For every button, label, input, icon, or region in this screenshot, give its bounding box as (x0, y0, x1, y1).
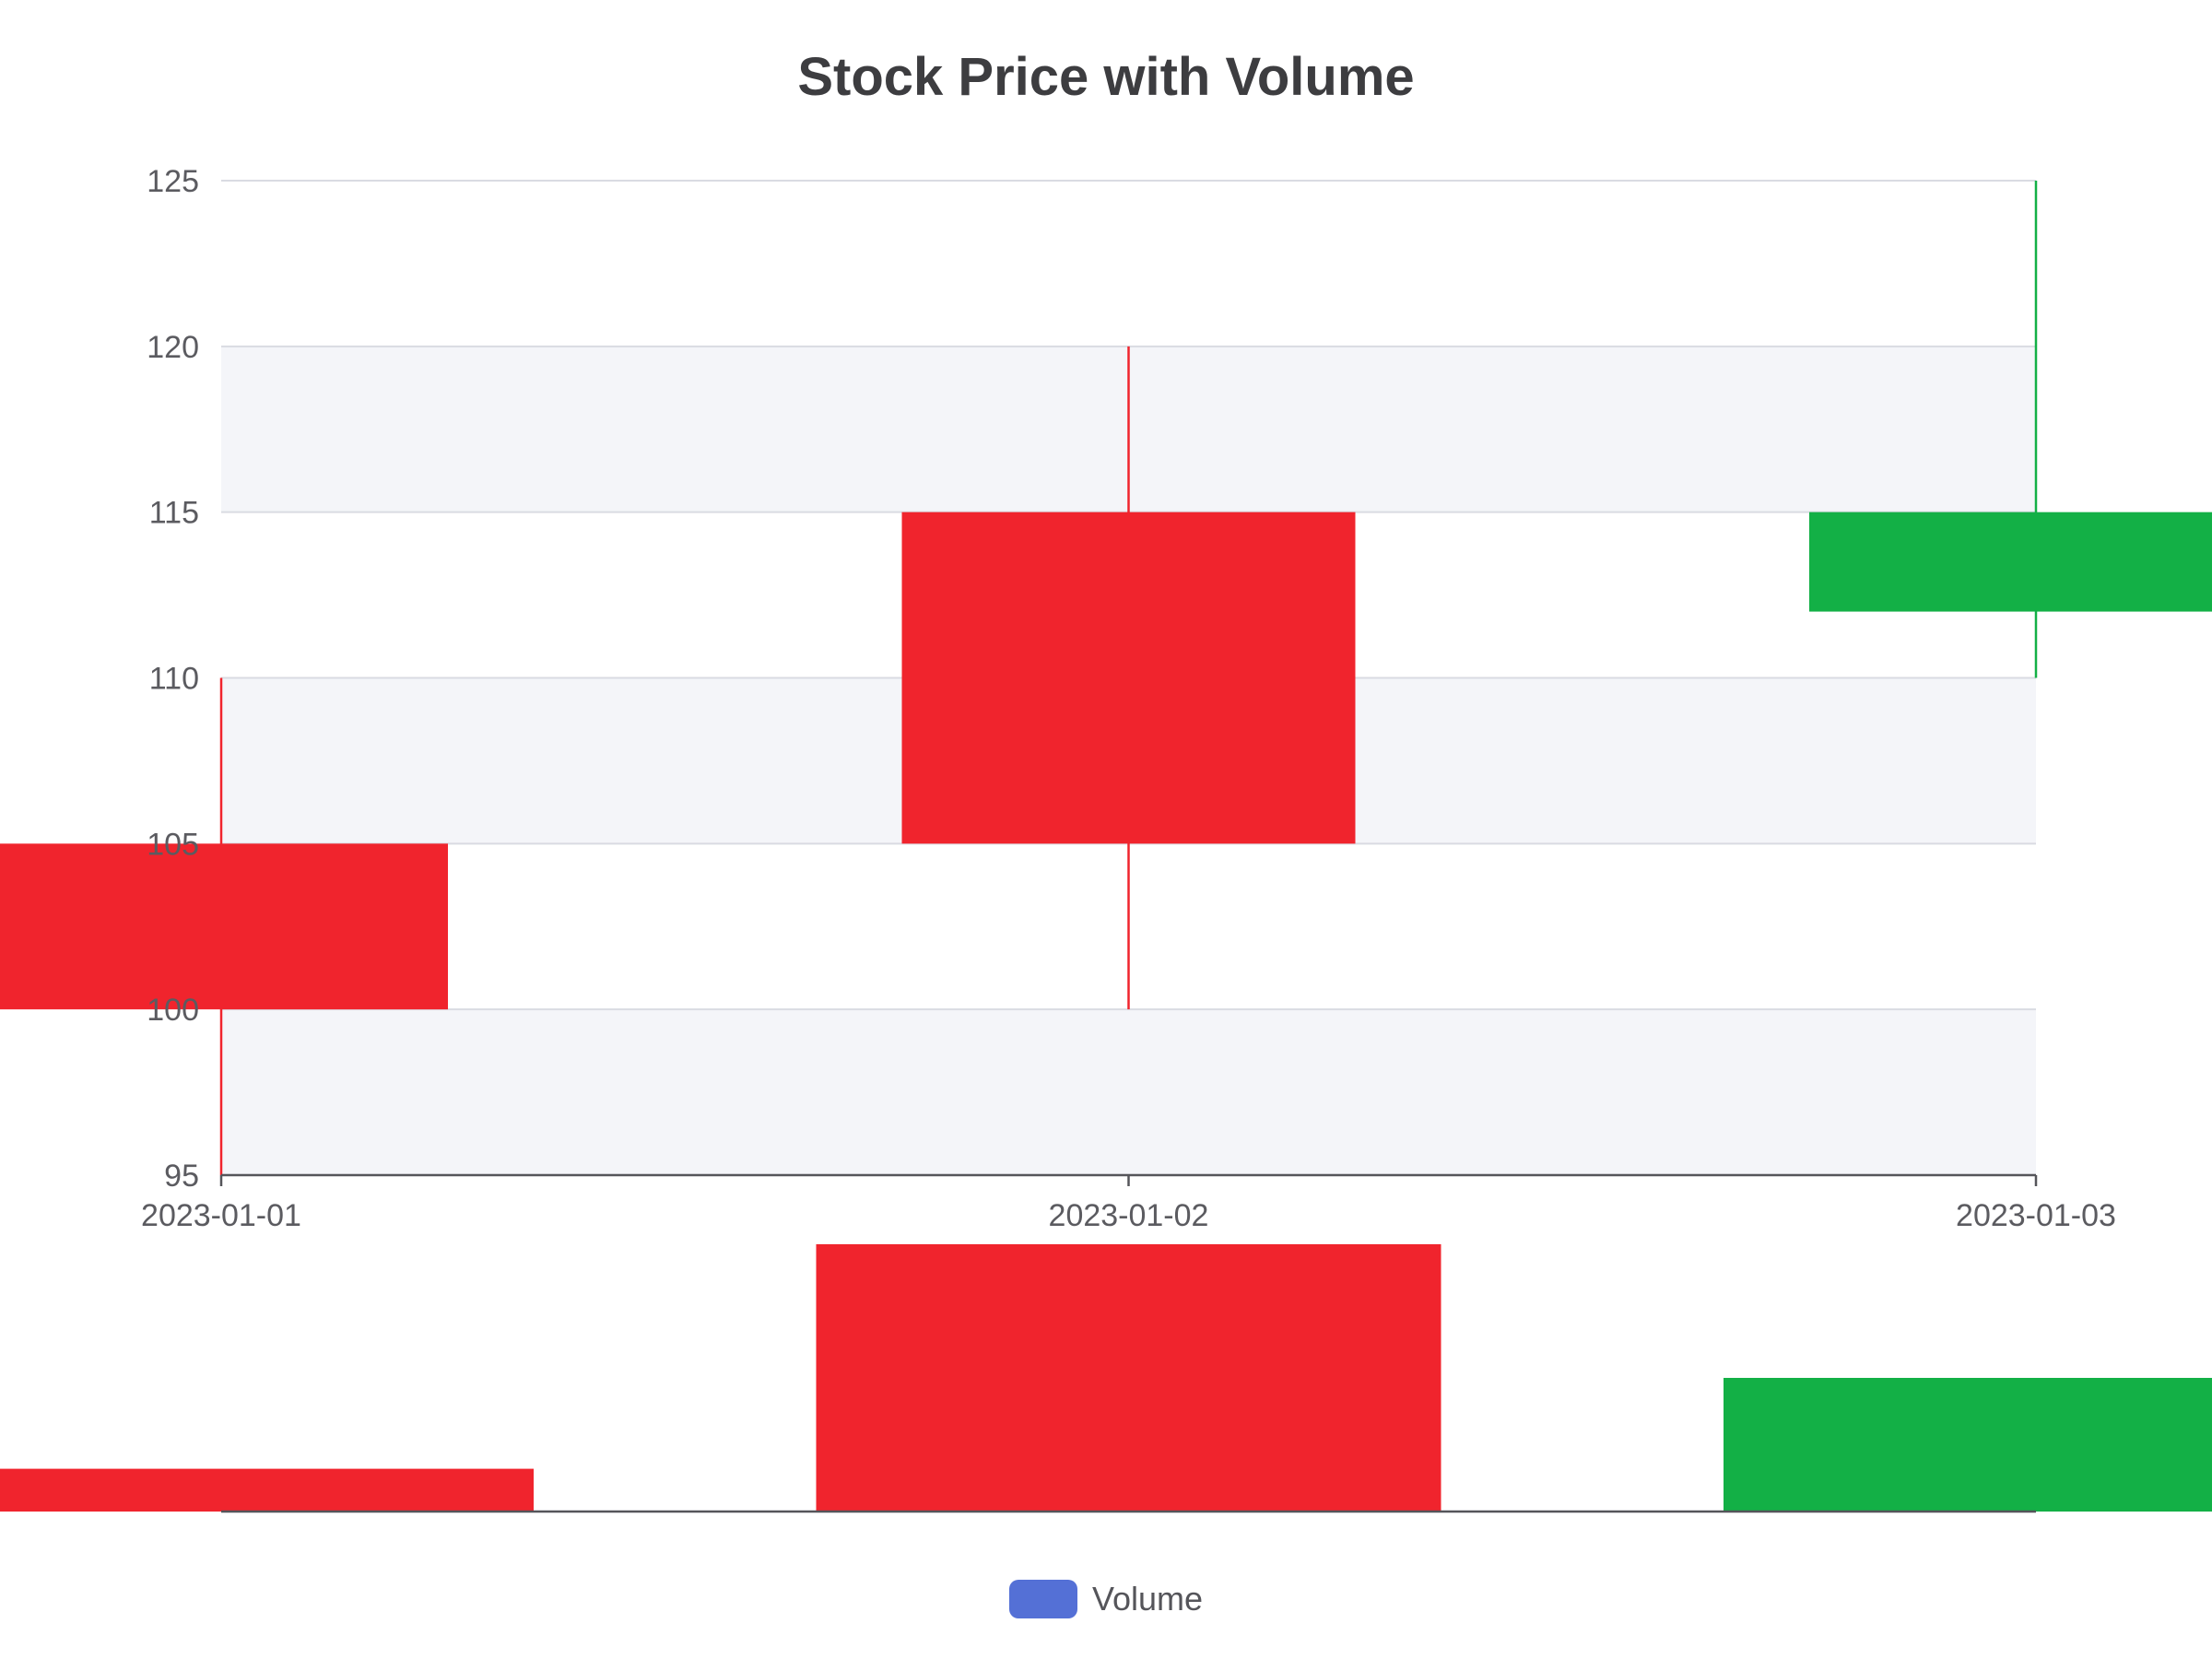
y-tick-label: 115 (149, 496, 199, 531)
volume-bar (0, 1468, 534, 1512)
grid-band (221, 1009, 2036, 1175)
legend-label[interactable]: Volume (1091, 1580, 1204, 1618)
legend[interactable]: Volume (0, 1576, 2212, 1622)
legend-swatch[interactable] (1008, 1580, 1077, 1618)
x-tick-label: 2023-01-02 (1049, 1198, 1209, 1233)
y-tick-label: 105 (147, 827, 199, 862)
x-tick-label: 2023-01-01 (141, 1198, 301, 1233)
y-tick-label: 120 (147, 330, 199, 365)
chart-title: Stock Price with Volume (797, 47, 1415, 107)
candle-body (901, 512, 1356, 844)
y-tick-label: 95 (164, 1159, 199, 1194)
y-tick-label: 110 (149, 662, 199, 697)
candle-body (0, 843, 448, 1010)
y-tick-label: 125 (147, 164, 199, 199)
y-tick-label: 100 (147, 993, 199, 1028)
candle-body (1809, 512, 2212, 612)
volume-bar (816, 1244, 1441, 1512)
volume-bar (1724, 1378, 2212, 1512)
x-tick-label: 2023-01-03 (1956, 1198, 2116, 1233)
